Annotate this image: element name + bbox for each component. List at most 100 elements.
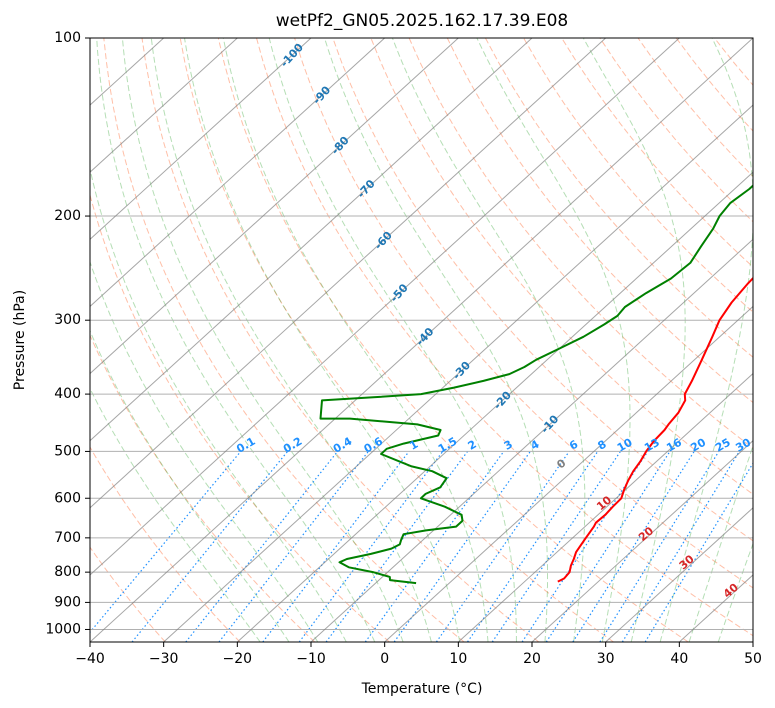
isotherm-line xyxy=(310,238,753,642)
mixing-ratio-line xyxy=(621,451,740,642)
y-tick-label: 900 xyxy=(54,594,81,610)
mixing-ratio-label-0p4: 0.4 xyxy=(331,435,355,456)
x-axis-label: Temperature (°C) xyxy=(361,681,483,697)
isotherm-label-minus-30: -30 xyxy=(450,359,473,383)
isotherms xyxy=(90,38,753,642)
y-tick-label: 400 xyxy=(54,386,81,402)
moist-adiabat-line xyxy=(96,38,376,642)
dry-adiabat-line xyxy=(637,38,753,178)
mixing-ratio-line xyxy=(131,451,289,642)
x-tick-label: 30 xyxy=(597,651,615,667)
sounding-series xyxy=(319,184,753,585)
y-tick-label: 200 xyxy=(54,208,81,224)
isotherm-label-minus-10: -10 xyxy=(538,412,561,436)
dry-adiabat-line xyxy=(752,38,753,40)
isotherm-line xyxy=(531,439,753,642)
mixing-ratio-label-6: 6 xyxy=(567,437,580,452)
mixing-ratio-line xyxy=(435,451,570,642)
moist-adiabat-line xyxy=(476,38,631,642)
mixing-ratio-label-0p2: 0.2 xyxy=(281,435,304,456)
dry-adiabat-line xyxy=(484,38,753,358)
isotherm-line xyxy=(90,38,386,308)
moist-adiabat-line xyxy=(90,329,290,642)
isotherm-line xyxy=(384,305,753,642)
mixing-ratio-label-4: 4 xyxy=(528,437,541,452)
moist-adiabat-line xyxy=(184,38,461,642)
dry-adiabat-line xyxy=(103,38,465,642)
dry-adiabat-line xyxy=(675,38,753,132)
theta-e-label-0: 0 xyxy=(554,456,568,471)
isotherm-line xyxy=(163,104,753,642)
isotherm-line xyxy=(90,38,533,442)
mixing-ratio-label-3: 3 xyxy=(502,438,515,453)
mixing-ratio-lines xyxy=(90,451,753,642)
moist-adiabat-line xyxy=(90,387,261,642)
moist-adiabat-line xyxy=(121,38,404,642)
y-tick-label: 500 xyxy=(54,443,81,459)
plot-frame xyxy=(89,37,754,643)
isotherm-line xyxy=(90,38,459,375)
theta-e-label-10: 10 xyxy=(594,493,614,513)
x-tick-label: 10 xyxy=(449,651,467,667)
isotherm-line xyxy=(90,38,238,173)
y-tick-label: 700 xyxy=(54,530,81,546)
x-tick-label: 0 xyxy=(380,651,389,667)
moist-adiabat-line xyxy=(90,260,319,642)
y-axis-label: Pressure (hPa) xyxy=(12,290,28,390)
y-tick-label: 600 xyxy=(54,490,81,506)
isotherm-line xyxy=(90,38,680,576)
dewpoint-profile-line xyxy=(319,184,753,585)
isotherm-line xyxy=(236,171,753,642)
x-tick-label: −40 xyxy=(75,651,105,667)
isotherm-line xyxy=(90,38,753,642)
dry-adiabats xyxy=(90,38,753,642)
mixing-ratio-label-30: 30 xyxy=(733,436,753,455)
dry-adiabat-line xyxy=(446,38,753,404)
x-tick-label: 40 xyxy=(670,651,688,667)
x-axis-ticks: −40 −30 −20 −10 0 10 20 30 40 50 xyxy=(75,642,762,667)
dry-adiabat-line xyxy=(408,38,753,449)
mixing-ratio-line xyxy=(364,451,505,642)
moist-adiabats xyxy=(90,38,753,642)
x-tick-label: −10 xyxy=(296,651,326,667)
mixing-ratio-label-2: 2 xyxy=(466,438,479,453)
mixing-ratio-line xyxy=(90,451,242,634)
isotherm-line xyxy=(90,38,607,509)
mixing-ratio-label-36: 36 xyxy=(754,436,774,455)
mixing-ratio-line xyxy=(262,451,410,642)
isotherm-label-minus-90: -90 xyxy=(310,83,333,107)
x-tick-label: −30 xyxy=(149,651,179,667)
dry-adiabat-line xyxy=(256,38,753,637)
moist-adiabat-line xyxy=(268,38,517,642)
mixing-ratio-label-0p1: 0.1 xyxy=(234,435,257,456)
dry-adiabat-line xyxy=(294,38,753,589)
dry-adiabat-line xyxy=(179,38,614,642)
temperature-profile-line xyxy=(557,276,753,583)
isotherm-label-minus-20: -20 xyxy=(491,388,514,412)
isotherm-label-minus-60: -60 xyxy=(372,229,395,253)
isotherm-label-minus-40: -40 xyxy=(414,325,437,349)
mixing-ratio-line xyxy=(218,451,369,642)
moist-adiabat-line xyxy=(391,38,586,642)
mixing-ratio-line xyxy=(185,451,339,642)
dry-adiabat-line xyxy=(90,446,241,642)
mixing-ratio-line xyxy=(491,451,621,642)
dry-adiabat-line xyxy=(90,334,316,642)
x-tick-label: 20 xyxy=(523,651,541,667)
mixing-ratio-line xyxy=(599,451,720,642)
dry-adiabat-line xyxy=(217,38,689,642)
theta-e-label-30: 30 xyxy=(677,552,697,572)
theta-e-label-40: 40 xyxy=(721,581,741,601)
moist-adiabat-line xyxy=(659,38,753,642)
theta-e-label-20: 20 xyxy=(636,524,656,544)
y-tick-label: 300 xyxy=(54,312,81,328)
chart-title: wetPf2_GN05.2025.162.17.39.E08 xyxy=(276,11,568,31)
x-tick-label: 50 xyxy=(744,651,762,667)
y-tick-label: 100 xyxy=(54,30,81,46)
dry-adiabat-line xyxy=(370,38,753,495)
mixing-ratio-line xyxy=(572,451,695,642)
x-tick-label: −20 xyxy=(223,651,253,667)
moist-adiabat-line xyxy=(582,38,686,642)
moist-adiabat-line xyxy=(324,38,548,642)
